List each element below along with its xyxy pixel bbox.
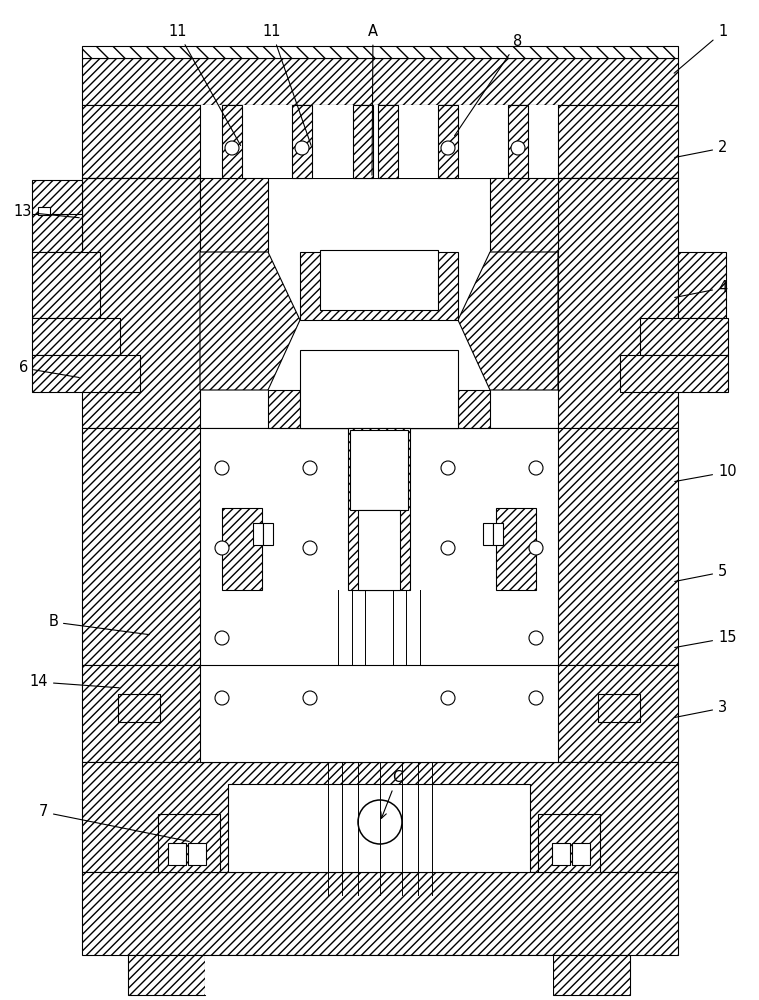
Text: 2: 2: [675, 140, 727, 157]
Polygon shape: [268, 390, 490, 510]
Bar: [558, 178, 678, 428]
Bar: [552, 843, 570, 865]
Text: 5: 5: [675, 564, 727, 581]
Circle shape: [303, 461, 317, 475]
Bar: [82, 58, 678, 105]
Bar: [38, 207, 50, 215]
Bar: [82, 665, 678, 762]
Circle shape: [215, 461, 229, 475]
Bar: [32, 355, 140, 392]
Circle shape: [215, 631, 229, 645]
Text: 4: 4: [675, 280, 727, 297]
Bar: [678, 252, 726, 318]
Bar: [438, 105, 458, 178]
Bar: [572, 843, 590, 865]
Bar: [353, 105, 373, 178]
Polygon shape: [553, 955, 630, 995]
Bar: [538, 814, 600, 872]
Bar: [200, 665, 558, 762]
Circle shape: [215, 541, 229, 555]
Bar: [32, 252, 100, 318]
Circle shape: [441, 691, 455, 705]
Bar: [205, 955, 553, 995]
Text: 11: 11: [263, 24, 311, 145]
Bar: [358, 510, 400, 590]
Polygon shape: [200, 178, 268, 252]
Bar: [493, 523, 503, 545]
Bar: [253, 523, 263, 545]
Bar: [200, 428, 558, 665]
Circle shape: [358, 800, 402, 844]
Bar: [82, 872, 678, 955]
Text: 14: 14: [30, 674, 119, 690]
Text: 11: 11: [168, 24, 241, 146]
Text: B: B: [48, 614, 150, 635]
Circle shape: [511, 141, 525, 155]
Circle shape: [295, 141, 309, 155]
Bar: [222, 508, 262, 590]
Polygon shape: [458, 252, 558, 390]
Circle shape: [529, 541, 543, 555]
Bar: [188, 843, 206, 865]
Bar: [620, 355, 728, 392]
Bar: [263, 523, 273, 545]
Circle shape: [529, 691, 543, 705]
Text: 7: 7: [39, 804, 189, 841]
Circle shape: [441, 461, 455, 475]
Bar: [222, 105, 242, 178]
Bar: [348, 428, 410, 590]
Circle shape: [303, 541, 317, 555]
Bar: [508, 105, 528, 178]
Text: 1: 1: [674, 24, 727, 73]
Text: 6: 6: [19, 360, 79, 378]
Circle shape: [215, 691, 229, 705]
Bar: [300, 252, 458, 320]
Bar: [32, 214, 82, 252]
Bar: [292, 105, 312, 178]
Polygon shape: [200, 252, 300, 390]
Bar: [82, 105, 678, 178]
Bar: [496, 508, 536, 590]
Bar: [168, 843, 186, 865]
Text: 13: 13: [14, 205, 79, 220]
Circle shape: [225, 141, 239, 155]
Bar: [350, 430, 408, 510]
Bar: [32, 318, 120, 355]
Bar: [82, 428, 678, 665]
Polygon shape: [128, 955, 205, 995]
Bar: [378, 105, 398, 178]
Bar: [118, 694, 160, 722]
Bar: [320, 250, 438, 310]
Text: A: A: [368, 24, 378, 175]
Circle shape: [441, 541, 455, 555]
Circle shape: [441, 141, 455, 155]
Circle shape: [303, 691, 317, 705]
Polygon shape: [490, 178, 558, 252]
Text: C: C: [381, 770, 402, 818]
Bar: [158, 814, 220, 872]
Bar: [32, 180, 82, 215]
Circle shape: [529, 631, 543, 645]
Bar: [82, 178, 200, 428]
Bar: [483, 523, 493, 545]
Bar: [300, 350, 458, 428]
Text: 8: 8: [455, 34, 522, 136]
Bar: [200, 105, 558, 178]
Text: 10: 10: [675, 464, 737, 482]
Bar: [82, 46, 678, 58]
Bar: [640, 318, 728, 355]
Text: 15: 15: [675, 631, 736, 648]
Bar: [598, 694, 640, 722]
Text: 3: 3: [675, 700, 727, 717]
Bar: [82, 762, 678, 872]
Circle shape: [529, 461, 543, 475]
Bar: [228, 784, 530, 872]
